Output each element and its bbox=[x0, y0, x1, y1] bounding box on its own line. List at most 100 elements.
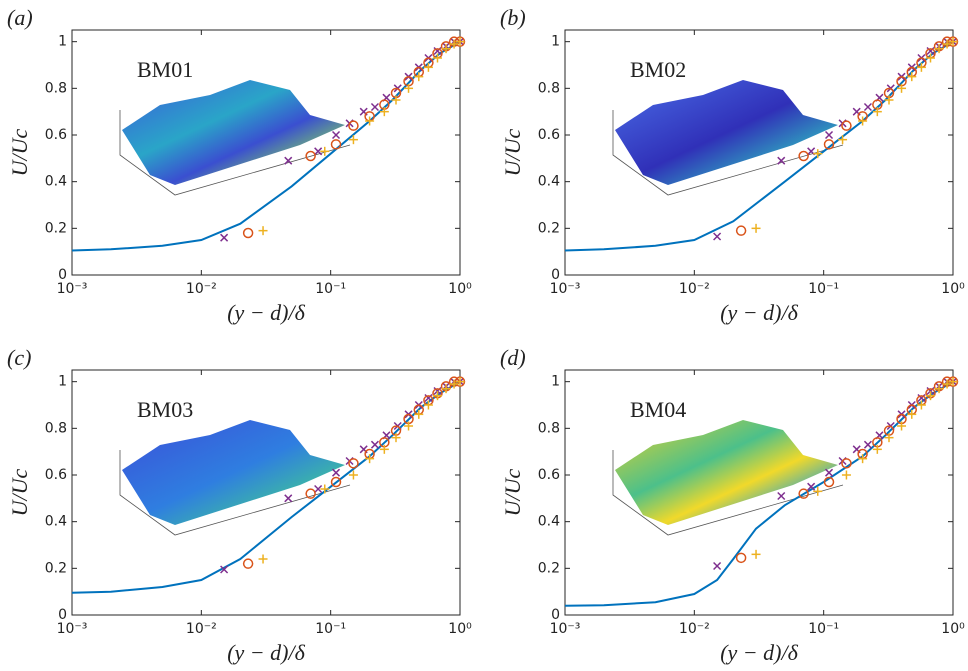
data-point bbox=[370, 440, 379, 449]
data-point bbox=[948, 377, 958, 387]
data-point bbox=[798, 150, 809, 162]
marker-stroke bbox=[824, 468, 834, 477]
data-point bbox=[813, 486, 823, 496]
plot-frame bbox=[71, 369, 461, 616]
inset-label: BM04 bbox=[630, 397, 686, 422]
inset-frame bbox=[612, 450, 844, 536]
y-axis-label: U/Uc bbox=[7, 468, 32, 516]
data-point bbox=[348, 135, 358, 145]
panel-label: (d) bbox=[500, 345, 526, 370]
data-point bbox=[449, 379, 459, 389]
subplot: 0 0.2 0.4 0.6 0.8 1 10⁻³ 10⁻² 10⁻¹ 10⁰ BM03 (c) (y −… bbox=[7, 345, 472, 665]
x-tick-label: 10⁻² bbox=[186, 621, 217, 637]
data-point bbox=[948, 37, 958, 47]
data-point bbox=[907, 72, 917, 82]
data-point bbox=[331, 468, 341, 477]
data-point bbox=[314, 147, 323, 156]
data-point bbox=[320, 484, 330, 494]
x-tick-label: 10⁻³ bbox=[57, 621, 88, 637]
y-tick-label: 0.2 bbox=[538, 220, 560, 236]
x-tick-label: 10⁰ bbox=[941, 281, 965, 297]
data-point bbox=[284, 494, 293, 503]
marker-stroke bbox=[807, 482, 816, 491]
y-tick-label: 0 bbox=[58, 607, 67, 623]
x-tick-label: 10⁰ bbox=[941, 621, 965, 637]
y-tick-label: 0 bbox=[551, 267, 560, 283]
marker-circle bbox=[330, 476, 342, 488]
x-tick-label: 10⁻³ bbox=[550, 281, 581, 297]
data-point bbox=[926, 53, 936, 63]
data-point bbox=[858, 454, 868, 464]
inset-frame bbox=[612, 110, 844, 196]
x-axis-label: (y − d)/δ bbox=[227, 300, 305, 325]
data-point bbox=[379, 107, 389, 117]
data-point bbox=[365, 454, 375, 464]
data-point bbox=[777, 491, 786, 501]
marker-stroke bbox=[284, 494, 293, 503]
data-point bbox=[872, 444, 882, 454]
data-point bbox=[449, 39, 459, 49]
y-tick-label: 0.8 bbox=[538, 80, 560, 96]
marker-stroke bbox=[314, 147, 323, 156]
marker-circle bbox=[798, 150, 809, 162]
x-tick-label: 10⁻¹ bbox=[315, 621, 346, 637]
panel-label: (b) bbox=[500, 5, 526, 30]
y-axis-label: U/Uc bbox=[500, 128, 525, 176]
data-point bbox=[314, 484, 323, 494]
data-point bbox=[897, 421, 907, 431]
data-point bbox=[841, 458, 852, 469]
data-point bbox=[365, 116, 375, 126]
data-point bbox=[379, 444, 389, 454]
data-point bbox=[735, 225, 747, 236]
y-tick-label: 0.8 bbox=[538, 420, 560, 436]
data-point bbox=[370, 102, 379, 112]
data-point bbox=[242, 558, 254, 569]
marker-circle bbox=[305, 488, 316, 499]
y-tick-label: 1 bbox=[58, 374, 67, 390]
data-point bbox=[305, 488, 316, 499]
y-tick-label: 0.4 bbox=[538, 174, 560, 190]
panel-label: (a) bbox=[7, 5, 33, 30]
data-point bbox=[807, 482, 816, 491]
y-tick-label: 0.4 bbox=[45, 514, 67, 530]
data-point bbox=[884, 433, 894, 443]
data-point bbox=[872, 107, 882, 117]
data-point bbox=[824, 130, 834, 140]
inset-surface bbox=[122, 80, 345, 185]
marker-circle bbox=[823, 139, 835, 150]
x-tick-label: 10⁻¹ bbox=[808, 621, 839, 637]
data-point bbox=[305, 150, 316, 162]
data-point bbox=[330, 139, 342, 150]
data-point bbox=[423, 62, 433, 72]
data-point bbox=[751, 549, 761, 559]
data-point bbox=[863, 440, 872, 449]
data-point bbox=[455, 377, 465, 387]
data-point bbox=[242, 227, 254, 239]
data-point bbox=[414, 409, 424, 419]
marker-stroke bbox=[359, 107, 368, 116]
inset-surface bbox=[122, 420, 345, 525]
y-tick-label: 0.2 bbox=[45, 220, 67, 236]
marker-stroke bbox=[370, 102, 379, 112]
data-point bbox=[858, 116, 868, 126]
inset-frame bbox=[119, 110, 351, 196]
marker-stroke bbox=[777, 156, 786, 165]
data-point bbox=[258, 226, 268, 236]
inset-frame bbox=[119, 450, 351, 536]
x-tick-label: 10⁻³ bbox=[550, 621, 581, 637]
data-point bbox=[897, 83, 907, 93]
marker-stroke bbox=[713, 561, 722, 571]
data-point bbox=[433, 53, 443, 63]
y-tick-label: 0.4 bbox=[45, 174, 67, 190]
y-tick-label: 0.2 bbox=[45, 560, 67, 576]
x-tick-label: 10⁻² bbox=[679, 281, 710, 297]
data-point bbox=[813, 149, 823, 159]
inset-label: BM01 bbox=[137, 57, 193, 82]
data-point bbox=[320, 146, 330, 156]
marker-stroke bbox=[824, 130, 834, 140]
data-point bbox=[348, 458, 359, 469]
data-point bbox=[777, 156, 786, 165]
data-point bbox=[284, 156, 293, 165]
x-axis-label: (y − d)/δ bbox=[227, 640, 305, 665]
